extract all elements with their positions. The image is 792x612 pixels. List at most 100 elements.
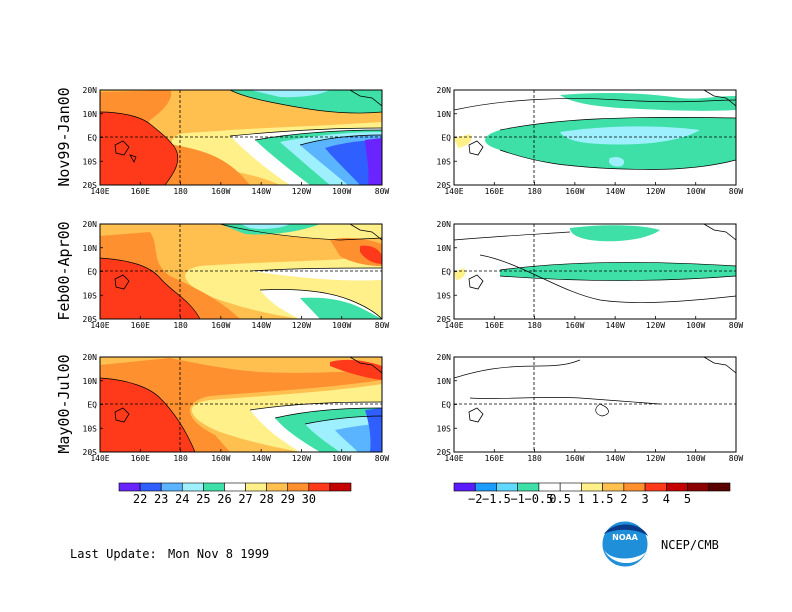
x-tick-label: 140E: [90, 187, 109, 196]
y-tick-label: 20S: [437, 448, 452, 457]
colorbar-swatch: [602, 482, 625, 492]
colorbar-swatch: [644, 482, 667, 492]
x-tick-label: 140W: [606, 321, 625, 330]
y-tick-label: 20S: [437, 181, 452, 190]
x-tick-label: 140W: [606, 454, 625, 463]
y-tick-label: 20N: [437, 86, 452, 95]
x-tick-label: 160W: [211, 187, 230, 196]
colorbar-swatch: [496, 482, 518, 492]
row-label-3: May00-Jul00: [55, 354, 73, 453]
colorbar-swatch: [474, 482, 497, 492]
y-tick-label: 10S: [83, 157, 98, 166]
x-tick-label: 140W: [252, 454, 271, 463]
colorbar-label: 24: [175, 492, 189, 506]
y-tick-label: EQ: [87, 401, 97, 410]
colorbar-swatch: [623, 482, 646, 492]
x-tick-label: 120W: [292, 454, 311, 463]
colorbar-label: −1: [510, 492, 524, 506]
x-tick-label: 120W: [646, 454, 665, 463]
colorbar-swatch: [287, 482, 310, 492]
x-tick-label: 180: [527, 187, 542, 196]
y-tick-label: EQ: [441, 268, 451, 277]
colorbar-label: 2: [620, 492, 627, 506]
colorbar-swatch: [687, 482, 710, 492]
y-tick-label: 10N: [83, 244, 98, 253]
x-tick-label: 100W: [686, 454, 705, 463]
y-tick-label: 10S: [437, 424, 452, 433]
sst-map-may-jul: [99, 356, 383, 453]
colorbar-label: 27: [238, 492, 252, 506]
last-update-label: Last Update:: [70, 547, 157, 561]
colorbar-label: 1: [578, 492, 585, 506]
colorbar-label: 0.5: [549, 492, 571, 506]
y-tick-label: EQ: [87, 268, 97, 277]
colorbar-swatch: [203, 482, 225, 492]
x-tick-label: 180: [173, 454, 188, 463]
noaa-logo-text: NOAA: [612, 533, 638, 542]
colorbar-label: 26: [217, 492, 231, 506]
sst-map-nov-jan: [99, 89, 383, 186]
colorbar-label: 29: [281, 492, 295, 506]
colorbar-label: −0.5: [524, 492, 553, 506]
colorbar-swatch: [224, 482, 246, 492]
x-tick-label: 100W: [332, 454, 351, 463]
anomaly-map-may-jul: [453, 356, 737, 453]
x-tick-label: 80W: [375, 321, 390, 330]
colorbar-label: 30: [302, 492, 316, 506]
colorbar-swatch: [160, 482, 183, 492]
x-tick-label: 160W: [565, 454, 584, 463]
colorbar-swatch: [245, 482, 267, 492]
y-tick-label: 10N: [437, 110, 452, 119]
x-tick-label: 140E: [90, 454, 109, 463]
colorbar-swatch: [538, 482, 561, 492]
y-tick-label: 20S: [83, 181, 98, 190]
y-tick-label: 10S: [437, 157, 452, 166]
x-tick-label: 120W: [646, 321, 665, 330]
colorbar-swatch: [666, 482, 688, 492]
colorbar-swatch: [581, 482, 603, 492]
colorbar-label: −2: [468, 492, 482, 506]
x-tick-label: 160W: [211, 454, 230, 463]
ncep-cmb-credit: NCEP/CMB: [661, 538, 719, 552]
x-tick-label: 100W: [332, 187, 351, 196]
noaa-logo: NOAA: [601, 520, 649, 568]
x-tick-label: 140E: [90, 321, 109, 330]
y-tick-label: 10N: [437, 377, 452, 386]
anomaly-map-feb-apr: [453, 223, 737, 320]
y-tick-label: EQ: [441, 134, 451, 143]
colorbar-swatch: [517, 482, 540, 492]
anomaly-map-nov-jan: [453, 89, 737, 186]
x-tick-label: 80W: [375, 187, 390, 196]
x-tick-label: 140E: [444, 321, 463, 330]
y-tick-label: 20N: [83, 86, 98, 95]
x-tick-label: 180: [527, 454, 542, 463]
x-tick-label: 140W: [606, 187, 625, 196]
y-tick-label: EQ: [87, 134, 97, 143]
colorbar-swatch: [118, 482, 141, 492]
x-tick-label: 160E: [131, 187, 150, 196]
y-tick-label: 10N: [437, 244, 452, 253]
y-tick-label: 20N: [83, 220, 98, 229]
x-tick-label: 80W: [729, 187, 744, 196]
x-tick-label: 80W: [375, 454, 390, 463]
colorbar-swatch: [181, 482, 204, 492]
colorbar-swatch: [139, 482, 162, 492]
x-tick-label: 160E: [485, 321, 504, 330]
colorbar-label: 3: [641, 492, 648, 506]
colorbar-swatch: [559, 482, 582, 492]
x-tick-label: 140E: [444, 454, 463, 463]
x-tick-label: 120W: [292, 187, 311, 196]
x-tick-label: 160E: [131, 321, 150, 330]
y-tick-label: 20S: [437, 315, 452, 324]
y-tick-label: 20N: [437, 220, 452, 229]
x-tick-label: 180: [527, 321, 542, 330]
y-tick-label: 20S: [83, 315, 98, 324]
x-tick-label: 80W: [729, 454, 744, 463]
x-tick-label: 140W: [252, 321, 271, 330]
colorbar-label: 28: [259, 492, 273, 506]
colorbar-swatch: [453, 482, 476, 492]
x-tick-label: 120W: [292, 321, 311, 330]
colorbar-label: 23: [154, 492, 168, 506]
y-tick-label: EQ: [441, 401, 451, 410]
